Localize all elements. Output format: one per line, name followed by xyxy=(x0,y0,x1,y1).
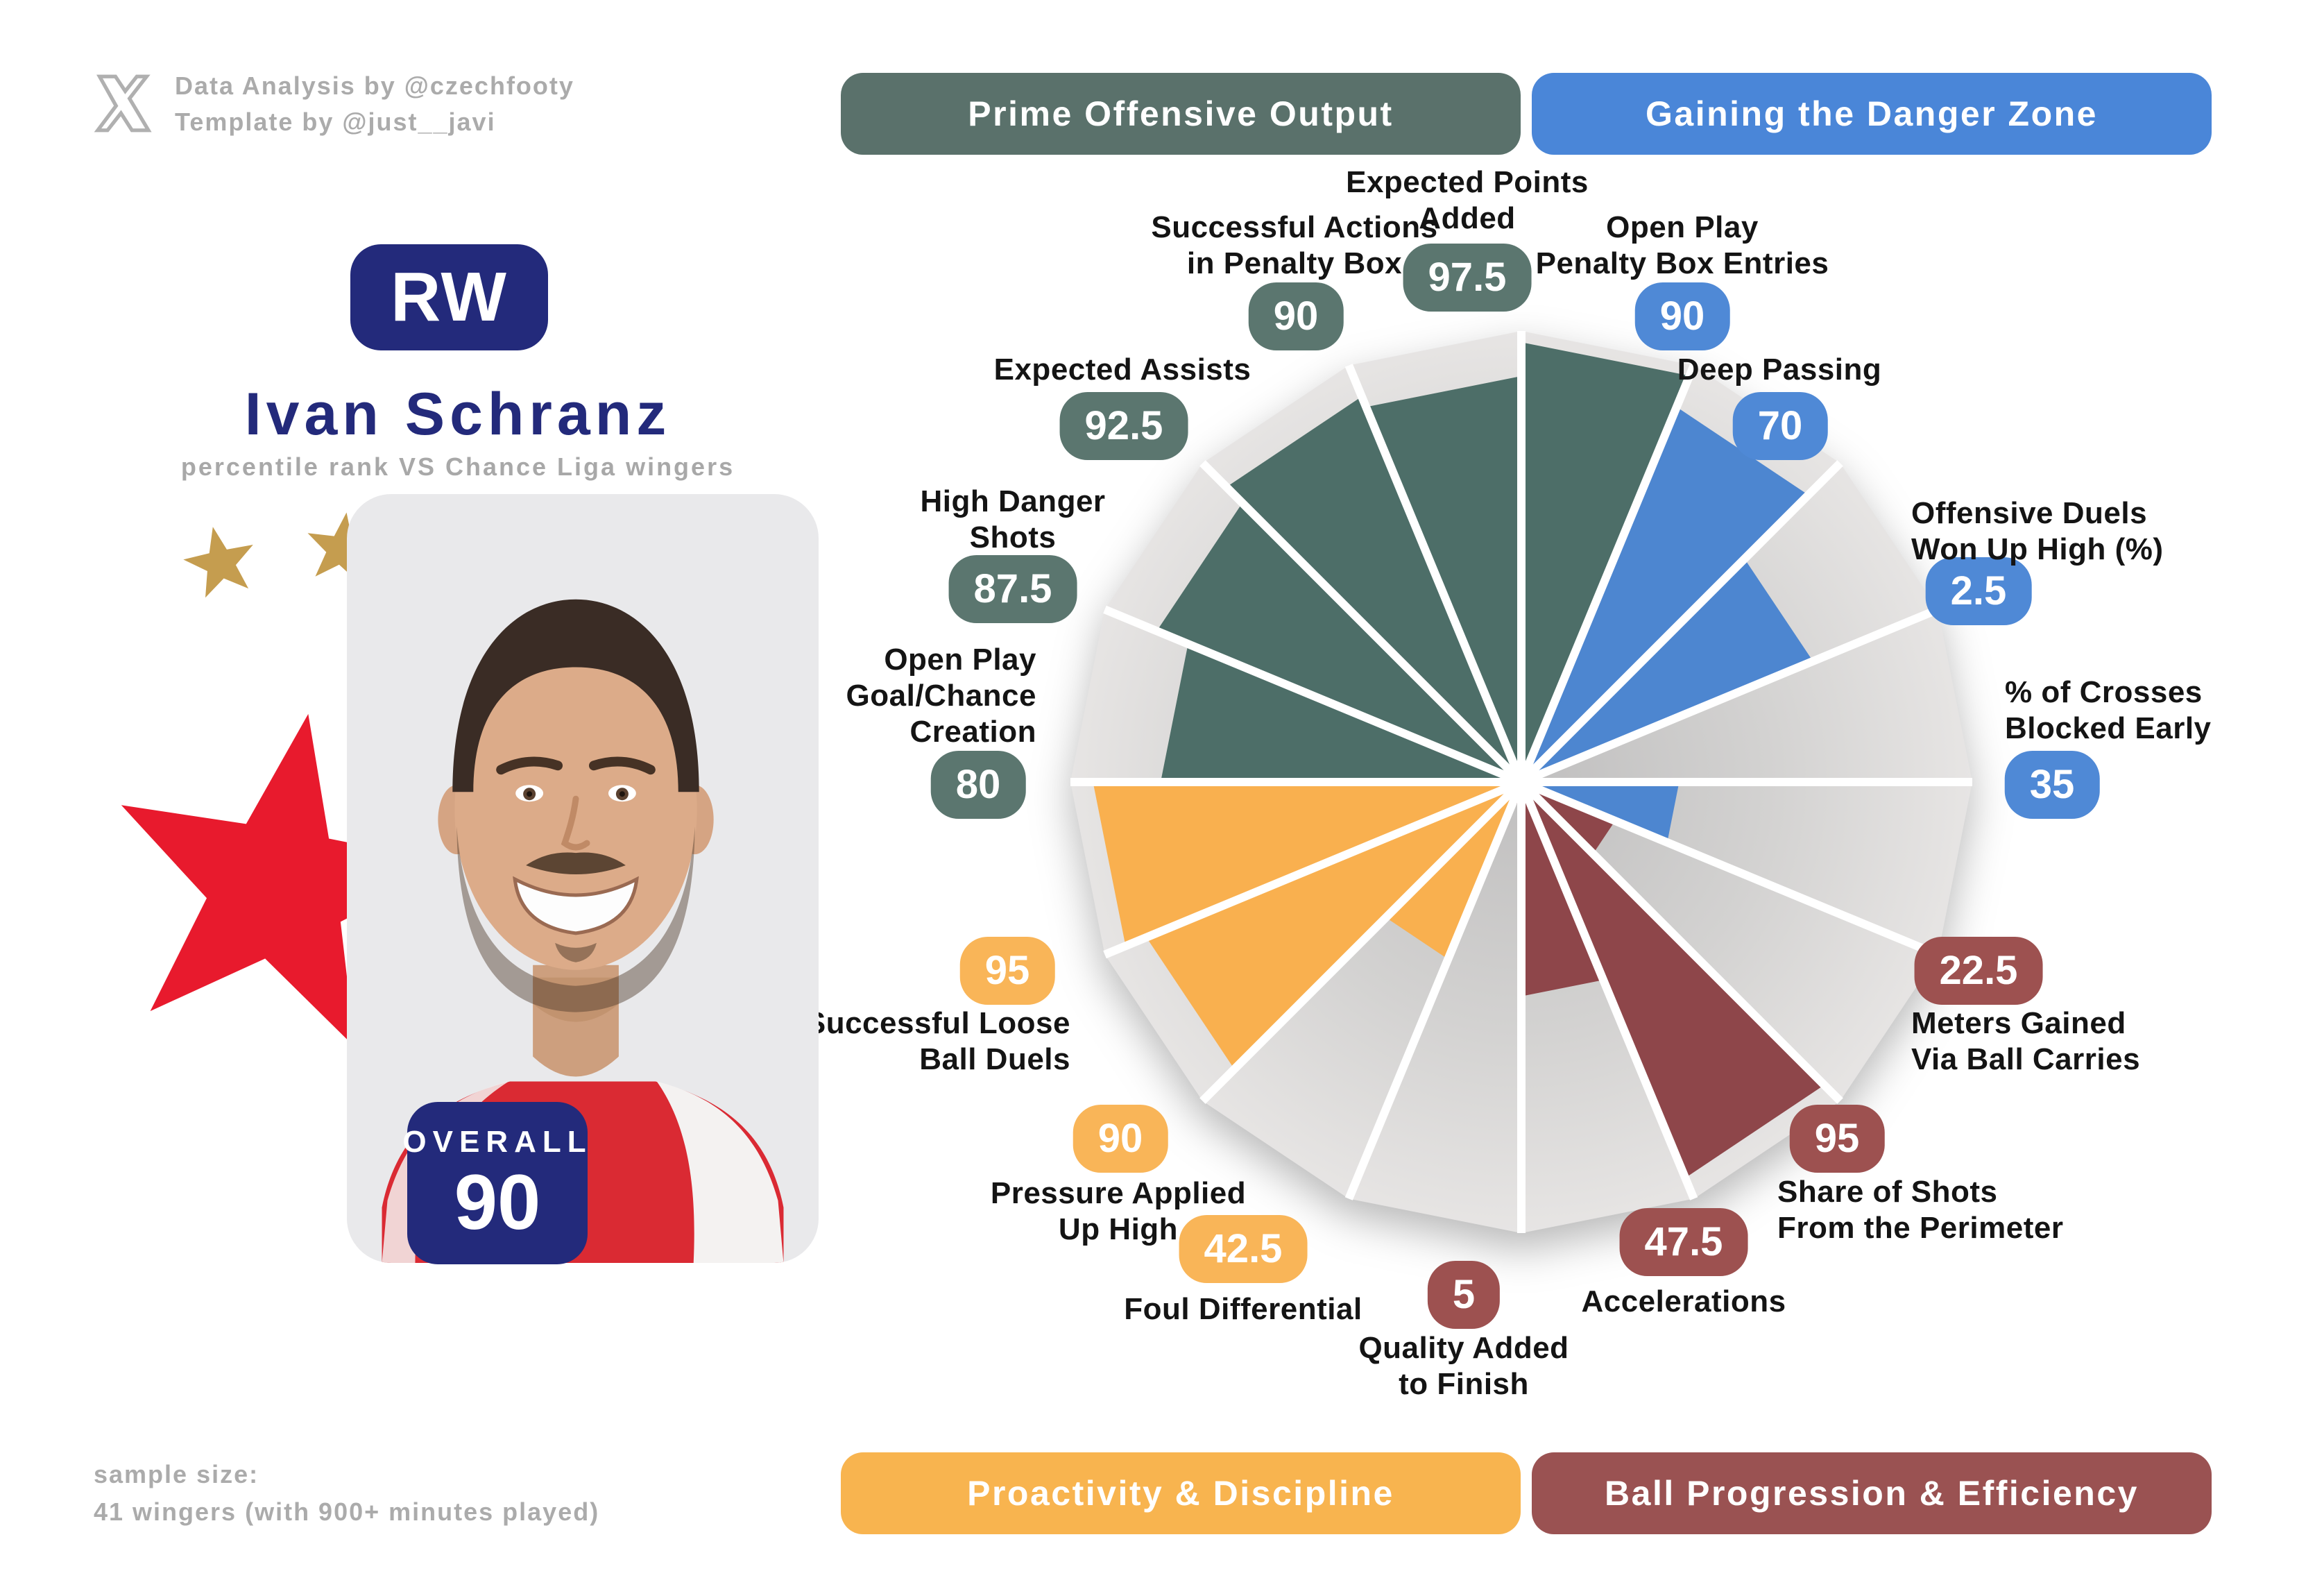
metric-label-11: Successful Loose Ball Duels xyxy=(805,1006,1070,1076)
slice-fill-14 xyxy=(1226,396,1521,782)
metric-label-1: Open Play Penalty Box Entries xyxy=(1535,210,1829,280)
metric-label-15: Successful Actions in Penalty Box xyxy=(1151,210,1438,280)
slice-fill-2 xyxy=(1521,559,1813,782)
metric-pill-1: 90 xyxy=(1634,282,1730,350)
slice-divider xyxy=(1199,460,1525,786)
metric-label-10: Pressure Applied Up High xyxy=(990,1176,1247,1246)
metric-pill-7: 47.5 xyxy=(1619,1208,1748,1276)
metric-label-0: Expected Points Added xyxy=(1346,165,1589,235)
metric-label-8: Quality Added to Finish xyxy=(1358,1331,1569,1401)
slice-divider xyxy=(1519,778,1940,959)
chart-hub xyxy=(1506,767,1537,797)
metric-pill-5: 22.5 xyxy=(1914,937,2043,1005)
metric-pill-3: 2.5 xyxy=(1925,557,2032,625)
metric-label-9: Foul Differential xyxy=(1124,1292,1362,1327)
slice-fill-13 xyxy=(1156,502,1521,782)
slice-divider xyxy=(1518,460,1843,786)
sample-line-2: 41 wingers (with 900+ minutes played) xyxy=(94,1497,600,1526)
metric-pill-14: 92.5 xyxy=(1059,392,1188,460)
slice-divider xyxy=(1518,779,1843,1104)
metric-pill-11: 95 xyxy=(959,937,1055,1005)
metric-label-12: Open Play Goal/Chance Creation xyxy=(846,643,1036,749)
gold-star-icon xyxy=(307,512,379,583)
metric-label-6: Share of Shots From the Perimeter xyxy=(1777,1175,2064,1245)
player-name: Ivan Schranz xyxy=(244,381,672,448)
category-header-danger-zone: Gaining the Danger Zone xyxy=(1532,73,2212,155)
slice-bg-5 xyxy=(1521,782,1938,1101)
metric-pill-8: 5 xyxy=(1427,1261,1501,1329)
slice-divider xyxy=(1519,605,1940,786)
slice-divider xyxy=(1344,780,1526,1200)
slice-divider xyxy=(1517,780,1698,1200)
overall-label: OVERALL xyxy=(402,1125,592,1159)
metric-label-2: Deep Passing xyxy=(1677,353,1882,387)
slice-fill-1 xyxy=(1521,407,1809,782)
slice-divider xyxy=(1517,364,1698,784)
slice-fill-9 xyxy=(1385,782,1521,960)
overall-rating-badge: OVERALL 90 xyxy=(402,1102,588,1264)
metric-pill-2: 70 xyxy=(1732,392,1828,460)
credit-line-2: Template by @just__javi xyxy=(175,108,496,137)
club-stars-decoration xyxy=(121,512,453,1048)
gold-star-icon xyxy=(183,527,253,598)
metric-pill-6: 95 xyxy=(1789,1105,1885,1173)
credit-line-1: Data Analysis by @czechfooty xyxy=(175,71,574,100)
slice-divider xyxy=(1103,605,1523,786)
slice-fill-6 xyxy=(1521,782,1825,1178)
metric-pill-0: 97.5 xyxy=(1403,244,1532,312)
overall-value: 90 xyxy=(454,1159,541,1246)
sample-line-1: sample size: xyxy=(94,1460,259,1488)
credit-text: Data Analysis by @czechfooty Template by… xyxy=(175,68,574,140)
slice-fill-10 xyxy=(1146,782,1521,1069)
metric-label-3: Offensive Duels Won Up High (%) xyxy=(1911,496,2164,566)
category-header-proactivity: Proactivity & Discipline xyxy=(841,1452,1521,1534)
category-header-ball-progression: Ball Progression & Efficiency xyxy=(1532,1452,2212,1534)
sample-size-note: sample size: 41 wingers (with 900+ minut… xyxy=(94,1456,599,1531)
metric-label-4: % of Crosses Blocked Early xyxy=(2005,675,2212,745)
category-header-prime-offensive: Prime Offensive Output xyxy=(841,73,1521,155)
metric-pill-9: 42.5 xyxy=(1179,1215,1308,1283)
metric-pill-10: 90 xyxy=(1073,1105,1168,1173)
metric-label-14: Expected Assists xyxy=(993,353,1251,387)
position-badge: RW xyxy=(350,244,548,350)
player-subtitle: percentile rank VS Chance Liga wingers xyxy=(180,452,735,481)
metric-label-5: Meters Gained Via Ball Carries xyxy=(1911,1006,2141,1076)
metric-pill-4: 35 xyxy=(2004,751,2100,819)
metric-pill-12: 80 xyxy=(930,751,1026,819)
x-twitter-icon xyxy=(94,74,152,133)
metric-label-7: Accelerations xyxy=(1581,1284,1786,1319)
metric-pill-13: 87.5 xyxy=(948,555,1077,623)
slice-divider xyxy=(1199,779,1525,1104)
red-club-star-icon xyxy=(121,713,453,1048)
slice-divider xyxy=(1103,778,1523,959)
metric-pill-15: 90 xyxy=(1248,282,1344,350)
slice-divider xyxy=(1344,364,1526,784)
metric-label-13: High Danger Shots xyxy=(920,484,1106,554)
